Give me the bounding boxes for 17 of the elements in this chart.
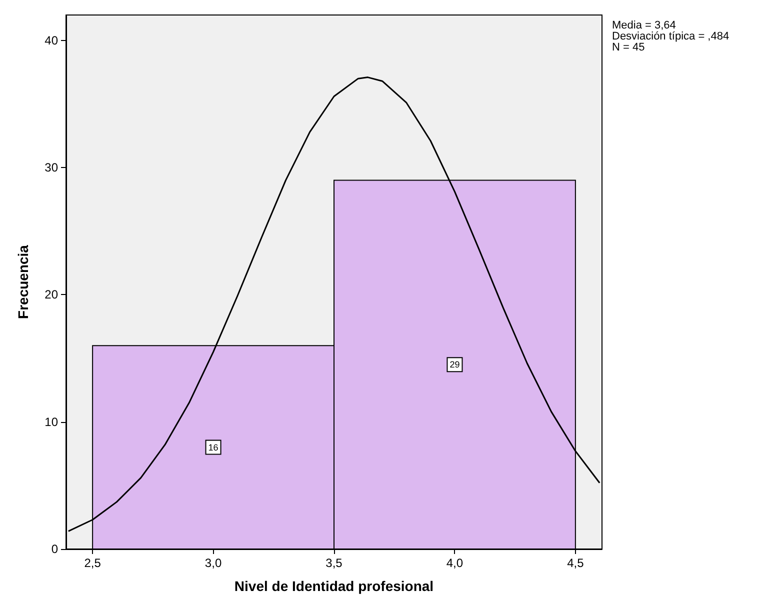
y-tick-label: 0 (51, 542, 58, 556)
text: Desviación típica = ,484 (612, 30, 730, 42)
x-tick-label: 2,5 (84, 556, 102, 570)
y-tick-label: 10 (44, 414, 58, 429)
x-axis-title: Nivel de Identidad profesional (234, 578, 434, 594)
x-tick-label: 3,5 (326, 556, 343, 570)
x-tick-label: 3,0 (204, 556, 222, 570)
x-tick-label: 4,0 (446, 556, 464, 570)
y-tick-label: 20 (44, 288, 58, 302)
x-tick-label: 4,5 (567, 556, 584, 570)
y-tick-label: 30 (44, 160, 58, 175)
y-tick-label: 40 (44, 33, 58, 48)
y-axis-title: Frecuencia (15, 244, 31, 319)
data-label: 29 (450, 360, 460, 370)
data-label: 16 (208, 442, 218, 452)
text: Media = 3,64 (612, 20, 676, 32)
text: N = 45 (612, 42, 645, 54)
